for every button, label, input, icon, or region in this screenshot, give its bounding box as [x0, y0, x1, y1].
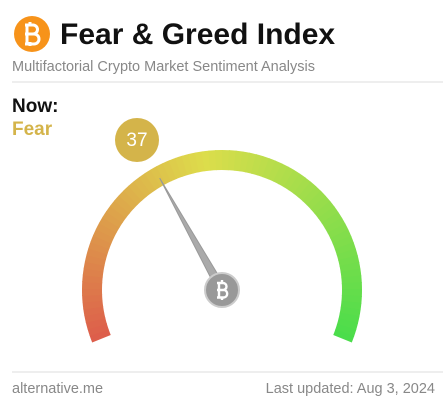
gauge-band: [340, 300, 362, 311]
gauge-band: [128, 180, 147, 201]
gauge-band: [262, 158, 277, 180]
gauge-band: [156, 162, 172, 185]
gauge-band: [138, 172, 157, 194]
gauge-band: [82, 299, 104, 310]
gauge-band: [324, 217, 346, 234]
gauge-band: [201, 150, 212, 172]
gauge-band: [288, 173, 306, 194]
gauge-band: [283, 169, 301, 191]
gauge-band: [82, 267, 104, 278]
gauge-band: [321, 211, 343, 229]
bitcoin-logo: [14, 16, 50, 52]
gauge-band: [334, 242, 357, 256]
gauge-band: [330, 229, 352, 245]
gauge-band: [83, 260, 105, 272]
gauge-band: [188, 152, 200, 174]
gauge-band: [82, 274, 103, 284]
gauge-band: [87, 322, 109, 337]
updated: Last updated: Aug 3, 2024: [266, 381, 435, 397]
gauge-band: [340, 268, 362, 279]
classification: Fear: [12, 119, 53, 140]
gauge-band: [273, 163, 289, 185]
gauge-band: [338, 255, 360, 267]
gauge-band: [194, 151, 206, 173]
gauge-band: [297, 181, 317, 202]
gauge-band: [341, 294, 362, 304]
gauge-band: [105, 205, 127, 223]
gauge-band: [89, 328, 111, 343]
subtitle: Multifactorial Crypto Market Sentiment A…: [12, 59, 315, 75]
gauge-band: [327, 223, 349, 240]
gauge-band: [278, 166, 295, 188]
gauge-band: [102, 210, 124, 228]
gauge-band: [233, 150, 244, 172]
gauge-band: [333, 329, 355, 343]
gauge-band: [256, 155, 270, 178]
gauge-band: [175, 155, 189, 177]
gauge-band: [90, 234, 112, 250]
gauge-band: [208, 150, 218, 171]
gauge-band: [310, 195, 331, 215]
gauge-band: [88, 241, 110, 255]
value-label: 37: [126, 130, 147, 151]
source: alternative.me: [12, 381, 103, 397]
title: Fear & Greed Index: [60, 18, 335, 51]
gauge-band: [181, 153, 194, 176]
gauge-band: [162, 160, 178, 182]
gauge-band: [314, 200, 335, 219]
gauge-band: [168, 157, 183, 180]
gauge-band: [267, 160, 283, 182]
gauge-band: [332, 235, 354, 250]
gauge-band: [114, 194, 135, 214]
gauge-band: [239, 151, 251, 173]
gauge-band: [227, 150, 237, 171]
gauge-band: [150, 165, 167, 187]
gauge-band: [109, 199, 131, 219]
gauge-band: [83, 305, 105, 317]
gauge-band: [338, 312, 360, 324]
now-label: Now:: [12, 96, 58, 117]
gauge-band: [302, 185, 322, 206]
gauge-band: [336, 318, 359, 331]
gauge-band: [98, 216, 120, 233]
gauge-band: [118, 189, 139, 210]
gauge-band: [341, 275, 362, 285]
gauge-band: [335, 323, 357, 338]
gauge-band: [95, 222, 117, 239]
gauge-band: [339, 306, 361, 318]
gauge-band: [250, 154, 264, 176]
value-badge: [115, 118, 159, 162]
gauge-band: [245, 152, 257, 174]
gauge-band: [318, 206, 339, 224]
gauge-band: [336, 248, 358, 262]
gauge-band: [133, 176, 152, 198]
gauge-band: [85, 317, 107, 330]
gauge-band: [84, 254, 107, 266]
gauge-band: [144, 169, 162, 191]
gauge-band: [293, 177, 312, 198]
gauge-band: [306, 190, 327, 210]
gauge: 37: [82, 118, 363, 343]
gauge-band: [92, 228, 115, 244]
hub-logo: [217, 280, 229, 300]
gauge-band: [123, 185, 143, 205]
gauge-band: [339, 261, 361, 273]
gauge-band: [84, 311, 106, 323]
gauge-band: [86, 247, 108, 261]
